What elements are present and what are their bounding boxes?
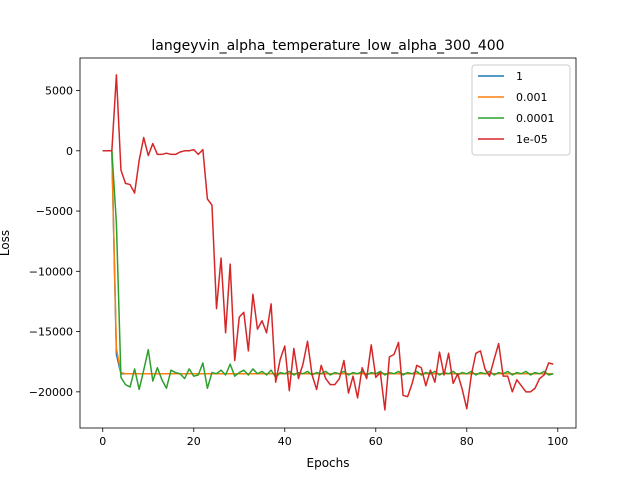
legend-box [471,64,571,156]
y-tick-label: −5000 [36,205,73,218]
x-tick-label: 100 [547,435,568,448]
series-line-1e-05 [102,74,554,411]
y-tick-label: 0 [66,145,73,158]
legend-label: 0.0001 [516,112,555,125]
y-tick-label: 5000 [45,85,73,98]
x-tick-label: 60 [369,435,383,448]
y-axis-label: Loss [0,230,12,256]
y-tick-label: −15000 [29,326,73,339]
y-tick-label: −20000 [29,386,73,399]
series-line-1 [102,150,554,375]
x-tick-label: 20 [187,435,201,448]
x-tick-label: 40 [278,435,292,448]
legend-label: 1e-05 [516,133,548,146]
x-axis: 0 20 40 60 80 100 [99,428,568,448]
series-line-0-001 [102,150,554,375]
legend: 1 0.001 0.0001 1e-05 [471,64,571,156]
series-line-0-0001 [102,150,554,391]
legend-label: 0.001 [516,91,548,104]
x-tick-label: 80 [460,435,474,448]
legend-label: 1 [516,70,523,83]
y-tick-label: −10000 [29,265,73,278]
x-tick-label: 0 [99,435,106,448]
plot-frame [79,57,577,429]
y-axis: 5000 0 −5000 −10000 −15000 −20000 [29,85,80,399]
series-lines [102,74,554,411]
x-axis-label: Epochs [307,456,350,470]
chart-title: langeyvin_alpha_temperature_low_alpha_30… [151,38,504,54]
